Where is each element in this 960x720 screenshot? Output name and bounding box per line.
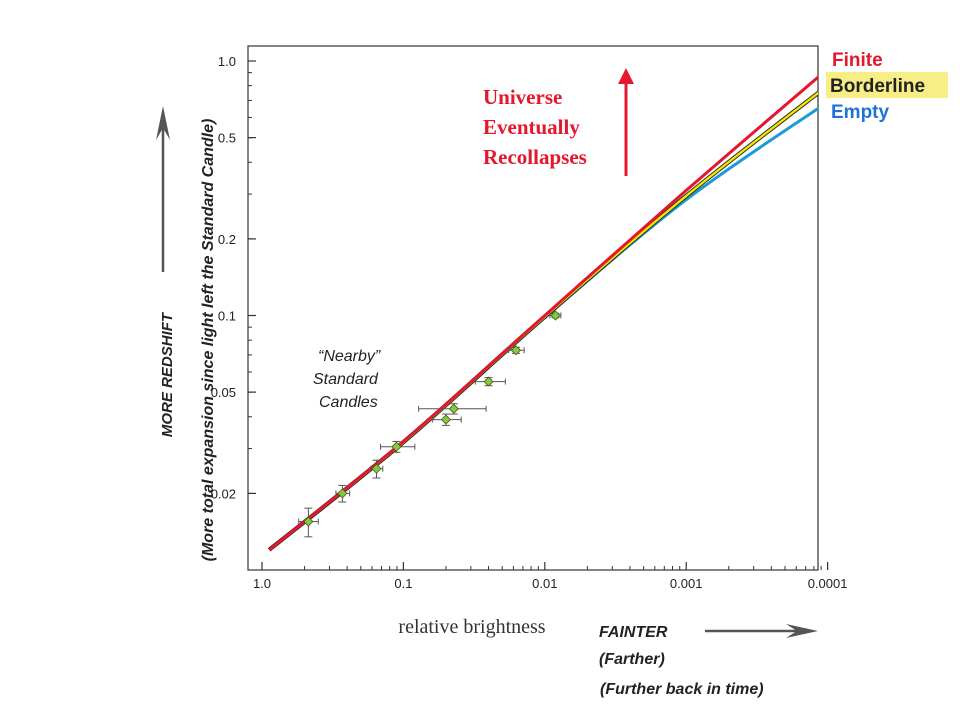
model-curves (267, 75, 818, 552)
y-tick-label: 0.5 (218, 131, 236, 146)
supernova-data-points (298, 310, 562, 538)
y-axis-ticks: 1.0 0.5 0.2 0.1 0.05 0.02 (211, 54, 256, 501)
legend: Finite Borderline Empty (826, 50, 948, 123)
data-point (370, 459, 384, 479)
x-axis-label: relative brightness (398, 616, 545, 638)
recollapse-line-1: Universe (483, 85, 562, 109)
x-tick-label: 0.0001 (808, 576, 848, 591)
y-axis-annotations: MORE REDSHIFT (More total expansion sinc… (156, 106, 217, 561)
data-point (298, 507, 319, 538)
data-point (549, 310, 562, 321)
data-point (335, 484, 351, 503)
farther-label: (Farther) (599, 651, 665, 668)
legend-finite: Finite (832, 50, 883, 71)
data-point-marker (303, 516, 314, 527)
x-tick-label: 0.1 (394, 576, 412, 591)
y-tick-label: 0.05 (211, 385, 236, 400)
y-tick-label: 1.0 (218, 54, 236, 69)
fainter-arrow-head-icon (786, 624, 818, 638)
nearby-line-2: Standard (313, 371, 379, 388)
nearby-candles-annotation: “Nearby” Standard Candles (313, 348, 381, 411)
nearby-line-3: Candles (319, 394, 378, 411)
data-point-marker (440, 414, 452, 425)
redshift-arrow-head-icon (156, 106, 170, 140)
legend-empty: Empty (831, 102, 890, 123)
plot-frame (247, 45, 819, 571)
y-tick-label: 0.2 (218, 232, 236, 247)
x-tick-label: 1.0 (253, 576, 271, 591)
data-point (508, 345, 525, 356)
data-point (432, 413, 462, 426)
data-point (418, 403, 487, 415)
x-axis-annotations: FAINTER (Farther) (Further back in time) (599, 624, 818, 698)
curve-finite (268, 75, 818, 551)
legend-borderline-highlight (826, 72, 948, 98)
more-redshift-label: MORE REDSHIFT (159, 311, 176, 437)
expansion-label: (More total expansion since light left t… (200, 119, 217, 562)
x-axis-ticks: 1.0 0.1 0.01 0.001 0.0001 (253, 562, 848, 591)
recollapse-annotation: Universe Eventually Recollapses (483, 68, 634, 176)
y-tick-label: 0.1 (218, 309, 236, 324)
nearby-line-1: “Nearby” (318, 348, 381, 365)
data-point-marker (391, 441, 402, 452)
further-back-label: (Further back in time) (600, 681, 764, 698)
legend-borderline: Borderline (830, 76, 925, 97)
recollapse-line-3: Recollapses (483, 145, 587, 169)
recollapse-line-2: Eventually (483, 115, 580, 139)
x-tick-label: 0.001 (670, 576, 703, 591)
x-tick-label: 0.01 (532, 576, 557, 591)
data-point-marker (510, 345, 522, 356)
recollapse-arrow-head-icon (618, 68, 634, 84)
data-point-marker (448, 403, 459, 414)
fainter-label: FAINTER (599, 624, 668, 641)
data-point-marker (371, 463, 382, 474)
data-point-marker (550, 310, 561, 321)
y-tick-label: 0.02 (211, 486, 236, 501)
data-point-marker (337, 488, 348, 499)
data-point-marker (483, 376, 494, 387)
data-point (474, 376, 506, 387)
data-point (380, 440, 416, 453)
